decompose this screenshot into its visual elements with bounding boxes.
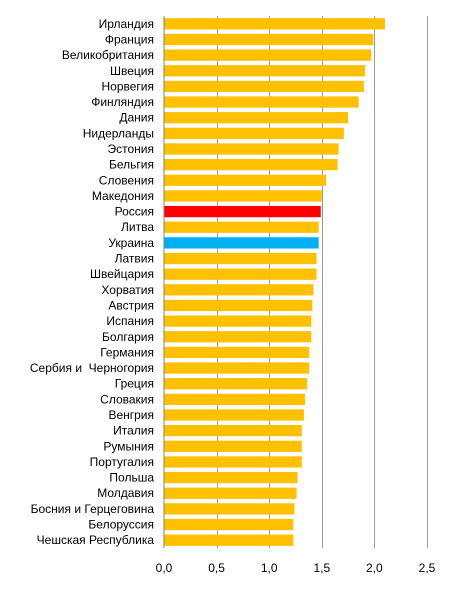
- x-tick-label: 0,5: [208, 561, 225, 575]
- bar: [164, 143, 339, 155]
- category-label: Германия: [100, 345, 154, 359]
- category-label: Белоруссия: [88, 518, 154, 532]
- category-label: Австрия: [108, 298, 154, 312]
- bar: [164, 18, 385, 30]
- category-label: Дания: [119, 111, 154, 125]
- category-label: Сербия и Черногория: [30, 361, 154, 375]
- category-label: Нидерланды: [83, 126, 154, 140]
- bar: [164, 284, 314, 296]
- bar: [164, 190, 322, 202]
- category-label: Польша: [109, 471, 154, 485]
- category-label: Норвегия: [101, 79, 154, 93]
- bar: [164, 362, 310, 374]
- category-label: Россия: [115, 205, 154, 219]
- category-label: Бельгия: [109, 158, 154, 172]
- bar: [164, 315, 312, 327]
- bar: [164, 65, 365, 77]
- category-label: Македония: [92, 189, 154, 203]
- bar: [164, 440, 302, 452]
- category-label: Финляндия: [91, 95, 154, 109]
- bar: [164, 299, 313, 312]
- category-label: Словения: [99, 173, 154, 187]
- bar: [164, 268, 317, 280]
- category-label: Венгрия: [108, 408, 154, 422]
- bar: [164, 174, 327, 186]
- category-label: Босния и Герцеговина: [31, 502, 155, 516]
- category-label: Хорватия: [101, 283, 154, 297]
- category-label: Чешская Республика: [37, 533, 155, 547]
- category-label: Словакия: [100, 392, 154, 406]
- bar: [164, 471, 298, 484]
- x-tick-label: 1,0: [261, 561, 278, 575]
- category-label: Испания: [106, 314, 154, 328]
- bar: [164, 409, 304, 421]
- bar: [164, 393, 305, 405]
- bar: [164, 378, 308, 390]
- bar: [164, 80, 364, 93]
- bar: [164, 346, 310, 359]
- category-label: Молдавия: [97, 486, 154, 500]
- category-label: Ирландия: [99, 17, 154, 31]
- bar: [164, 49, 372, 61]
- bar: [164, 487, 297, 499]
- grid-lines: [217, 16, 428, 548]
- bar: [164, 221, 319, 233]
- bar: [164, 205, 321, 218]
- category-label: Швеция: [110, 64, 154, 78]
- bar: [164, 518, 294, 531]
- bars: [164, 18, 385, 546]
- category-label: Литва: [121, 220, 154, 234]
- bar: [164, 252, 317, 265]
- x-tick-label: 0,0: [156, 561, 173, 575]
- bar: [164, 534, 294, 546]
- bar: [164, 237, 319, 249]
- x-tick-label: 1,5: [313, 561, 330, 575]
- bar: [164, 331, 312, 343]
- bar: [164, 127, 344, 139]
- category-label: Португалия: [90, 455, 154, 469]
- category-label: Болгария: [102, 330, 154, 344]
- bar: [164, 159, 338, 171]
- category-label: Италия: [113, 424, 154, 438]
- category-label: Греция: [115, 377, 154, 391]
- bar: [164, 456, 302, 468]
- bar: [164, 503, 295, 515]
- category-label: Румыния: [103, 439, 154, 453]
- x-tick-label: 2,0: [366, 561, 383, 575]
- x-tick-label: 2,5: [419, 561, 436, 575]
- category-label: Украина: [108, 236, 154, 250]
- category-label: Эстония: [108, 142, 155, 156]
- category-label: Швейцария: [90, 267, 154, 281]
- category-label: Франция: [105, 32, 154, 46]
- bar: [164, 425, 302, 437]
- category-label: Латвия: [115, 252, 154, 266]
- bar: [164, 112, 349, 124]
- x-tick-labels: 0,0 0,5 1,0 1,5 2,0 2,5: [156, 561, 436, 575]
- bar: [164, 96, 359, 108]
- bar: [164, 33, 374, 46]
- category-label: Великобритания: [62, 48, 154, 62]
